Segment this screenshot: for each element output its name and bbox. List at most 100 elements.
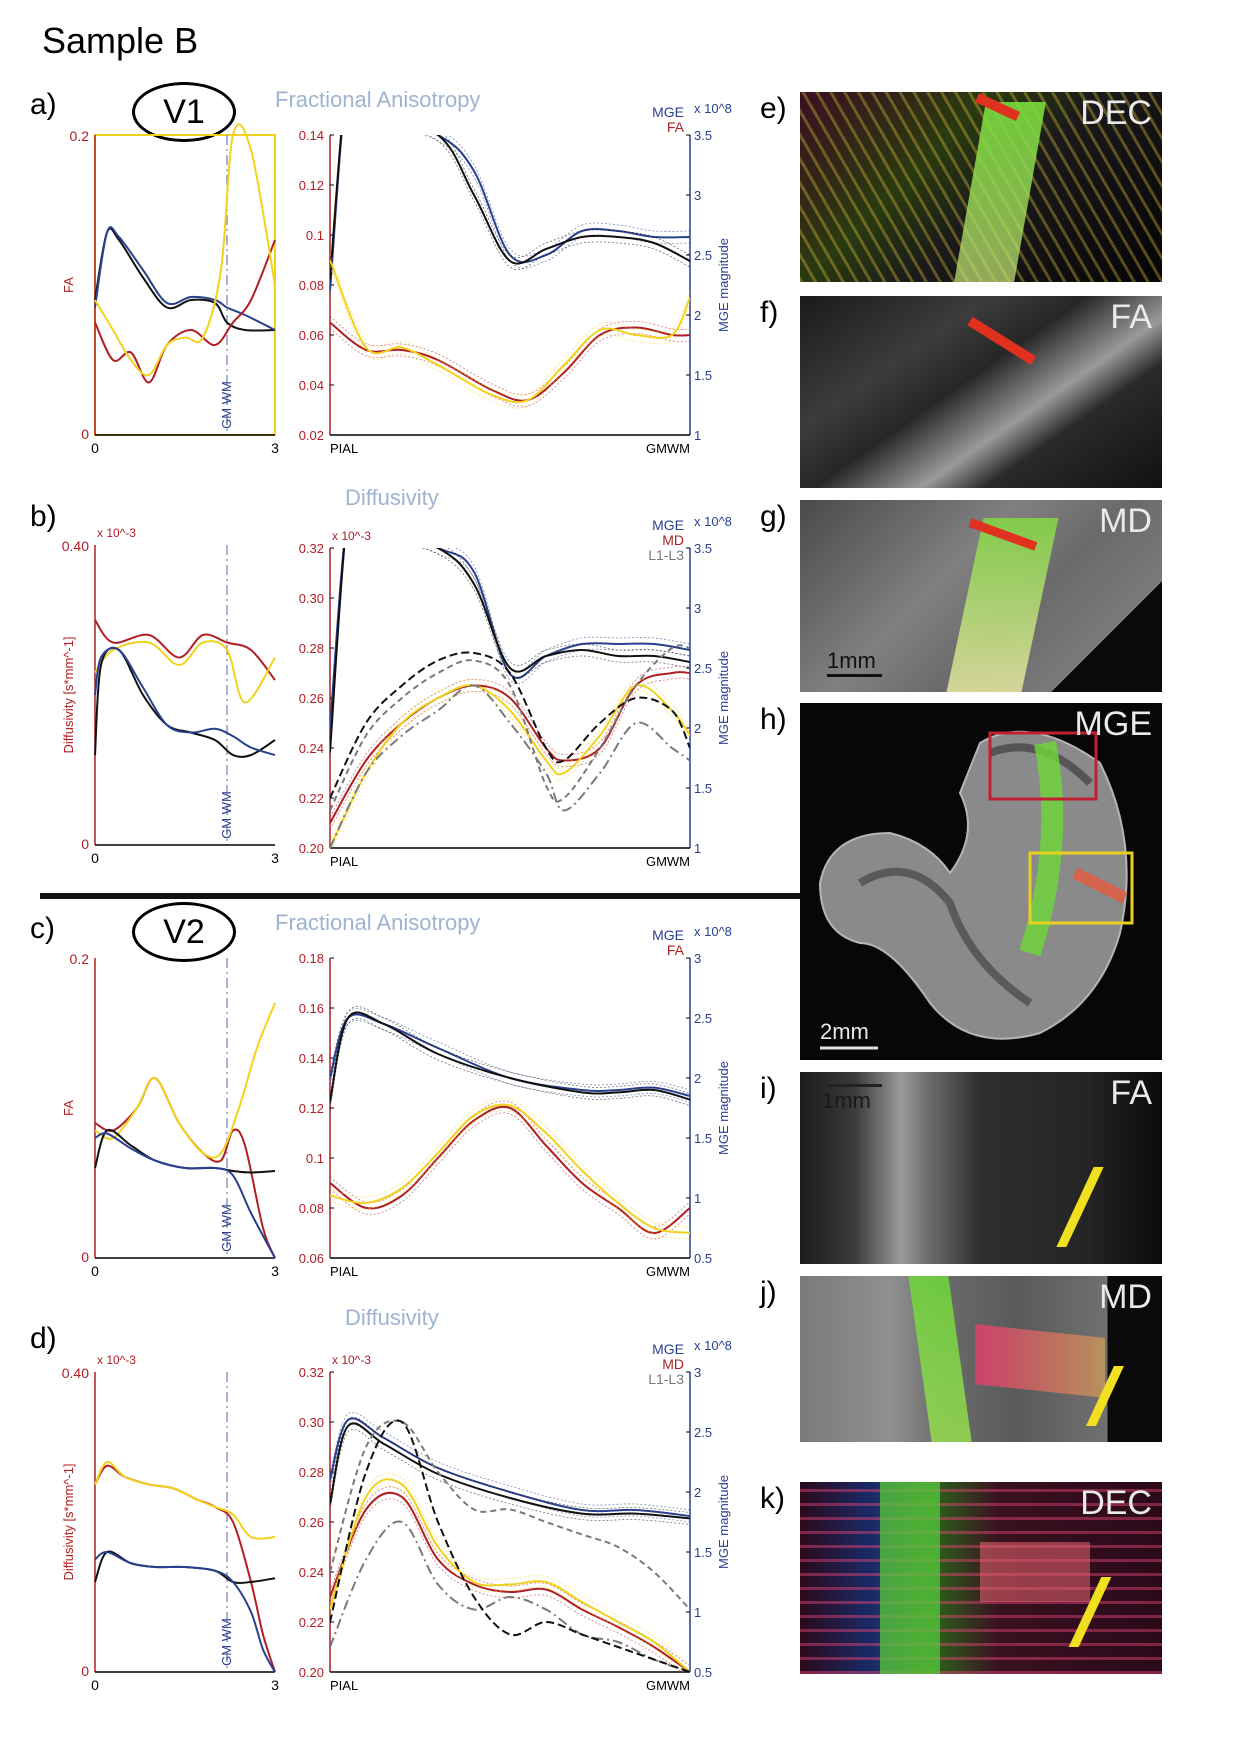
d-right-rtick-label-5: 3 bbox=[694, 1365, 701, 1380]
panel-label-b: b) bbox=[30, 500, 57, 533]
b-left-xtick-max: 3 bbox=[271, 850, 279, 866]
panel-label-i: i) bbox=[760, 1072, 777, 1105]
md-image-j: MD bbox=[800, 1276, 1162, 1442]
c-right-ltick-label-1: 0.08 bbox=[299, 1201, 324, 1216]
v1-fa-title: Fractional Anisotropy bbox=[275, 87, 481, 112]
c-left-series-3 bbox=[94, 1132, 276, 1259]
b-right-xtick-pial: PIAL bbox=[330, 854, 358, 869]
b-right-legend-0: MGE bbox=[652, 517, 684, 533]
a-right-ltick-label-3: 0.08 bbox=[299, 278, 324, 293]
a-right-rtick-label-1: 1.5 bbox=[694, 368, 712, 383]
c-right-legend-1: FA bbox=[667, 942, 685, 958]
a-right-series-0 bbox=[330, 135, 690, 292]
b-right-series-6 bbox=[330, 651, 690, 799]
d-right-ltick-label-6: 0.32 bbox=[299, 1365, 324, 1380]
b-right-rtick-label-1: 1.5 bbox=[694, 781, 712, 796]
c-right-rtick-label-2: 1.5 bbox=[694, 1131, 712, 1146]
b-right-ltick-label-5: 0.30 bbox=[299, 591, 324, 606]
d-right-ltick-label-0: 0.20 bbox=[299, 1665, 324, 1680]
b-left-xtick-min: 0 bbox=[91, 850, 99, 866]
d-right-ltick-label-2: 0.24 bbox=[299, 1565, 324, 1580]
a-right-rtick-label-2: 2 bbox=[694, 308, 701, 323]
panel-label-f: f) bbox=[760, 296, 779, 329]
panel-e-label: DEC bbox=[1080, 94, 1152, 132]
b-left-series-3 bbox=[94, 647, 276, 756]
b-right-rtick-label-5: 3.5 bbox=[694, 541, 712, 556]
b-right-ltick-label-4: 0.28 bbox=[299, 641, 324, 656]
panel-k-label: DEC bbox=[1080, 1484, 1152, 1522]
v2-fa-title: Fractional Anisotropy bbox=[275, 910, 481, 935]
a-right-series-1-lower-band bbox=[330, 135, 690, 286]
a-right-ltick-label-1: 0.04 bbox=[299, 378, 324, 393]
d-right-series-1-upper-band bbox=[330, 1417, 690, 1513]
c-right-ltick-label-5: 0.16 bbox=[299, 1001, 324, 1016]
c-right-ltick-label-4: 0.14 bbox=[299, 1051, 324, 1066]
dec-image-k: DEC bbox=[800, 1482, 1162, 1674]
c-right-ltick-label-6: 0.18 bbox=[299, 951, 324, 966]
v1-diffusivity-title: Diffusivity bbox=[345, 485, 439, 510]
d-right-series-3 bbox=[330, 1478, 690, 1672]
a-left-ylabel: FA bbox=[61, 277, 76, 293]
c-right-series-1-upper-band bbox=[330, 1006, 690, 1097]
c-right-ltick-label-0: 0.06 bbox=[299, 1251, 324, 1266]
figure-title: Sample B bbox=[42, 20, 199, 61]
c-right-rtick-label-3: 2 bbox=[694, 1071, 701, 1086]
d-right-series-4 bbox=[330, 1419, 690, 1611]
fa-image-i: 1mm FA bbox=[800, 1072, 1162, 1264]
panel-f-label: FA bbox=[1110, 298, 1152, 336]
a-right-series-2-upper-band bbox=[330, 316, 690, 396]
c-left-xtick-min: 0 bbox=[91, 1263, 99, 1279]
d-right-rtick-label-2: 1.5 bbox=[694, 1545, 712, 1560]
b-right-series-1 bbox=[330, 548, 690, 753]
b-right-series-4 bbox=[330, 644, 690, 811]
c-right-rtick-label-4: 2.5 bbox=[694, 1011, 712, 1026]
c-left-ylabel: FA bbox=[61, 1100, 76, 1116]
b-right-ltick-label-3: 0.26 bbox=[299, 691, 324, 706]
b-right-series-2 bbox=[330, 671, 690, 824]
dec-image-e: DEC bbox=[800, 92, 1162, 282]
a-right-rtick-label-5: 3.5 bbox=[694, 128, 712, 143]
c-right-right-exponent: x 10^8 bbox=[694, 924, 732, 939]
b-right-right-exponent: x 10^8 bbox=[694, 514, 732, 529]
fiber-tract bbox=[954, 102, 1046, 282]
a-left-frame bbox=[94, 134, 276, 436]
d-left-gm-wm-label: GM WM bbox=[219, 1618, 234, 1666]
a-right-ltick-label-2: 0.06 bbox=[299, 328, 324, 343]
c-left-series-2 bbox=[94, 1128, 276, 1174]
c-left-xtick-max: 3 bbox=[271, 1263, 279, 1279]
panel-i-label: FA bbox=[1110, 1074, 1152, 1112]
a-right-ltick-label-5: 0.12 bbox=[299, 178, 324, 193]
fiber-tract bbox=[946, 518, 1059, 692]
d-right-xtick-pial: PIAL bbox=[330, 1678, 358, 1693]
panel-g-label: MD bbox=[1099, 502, 1152, 540]
a-right-rtick-label-0: 1 bbox=[694, 428, 701, 443]
b-right-series-0 bbox=[330, 548, 690, 729]
c-right-series-3-lower-band bbox=[330, 1110, 690, 1240]
panel-label-h: h) bbox=[760, 703, 787, 736]
a-right-rtick-label-4: 3 bbox=[694, 188, 701, 203]
c-right-series-2 bbox=[330, 1105, 690, 1235]
b-right-legend-1: MD bbox=[662, 532, 684, 548]
panel-j-label: MD bbox=[1099, 1278, 1152, 1316]
d-right-ltick-label-4: 0.28 bbox=[299, 1465, 324, 1480]
b-left-series-1 bbox=[94, 640, 276, 704]
panel-h-label: MGE bbox=[1074, 705, 1152, 743]
c-right-series-3 bbox=[330, 1103, 690, 1234]
panel-label-a: a) bbox=[30, 88, 57, 121]
b-right-left-exponent: x 10^-3 bbox=[332, 529, 371, 543]
scale-bar-label: 2mm bbox=[820, 1019, 869, 1044]
d-left-ytick-min: 0 bbox=[81, 1663, 89, 1679]
d-right-right-exponent: x 10^8 bbox=[694, 1338, 732, 1353]
b-right-series-3-upper-band bbox=[330, 678, 690, 843]
d-right-series-0-upper-band bbox=[330, 1412, 690, 1511]
a-right-ltick-label-6: 0.14 bbox=[299, 128, 324, 143]
d-right-rtick-label-1: 1 bbox=[694, 1605, 701, 1620]
c-right-legend-0: MGE bbox=[652, 927, 684, 943]
fiber-tract-roi bbox=[975, 1324, 1105, 1398]
a-right-series-0-lower-band bbox=[330, 135, 690, 298]
md-image-g: 1mm MD bbox=[800, 500, 1162, 692]
d-right-rtick-label-0: 0.5 bbox=[694, 1665, 712, 1680]
a-left-series-2 bbox=[94, 239, 276, 384]
a-left-gm-wm-label: GM WM bbox=[219, 381, 234, 429]
